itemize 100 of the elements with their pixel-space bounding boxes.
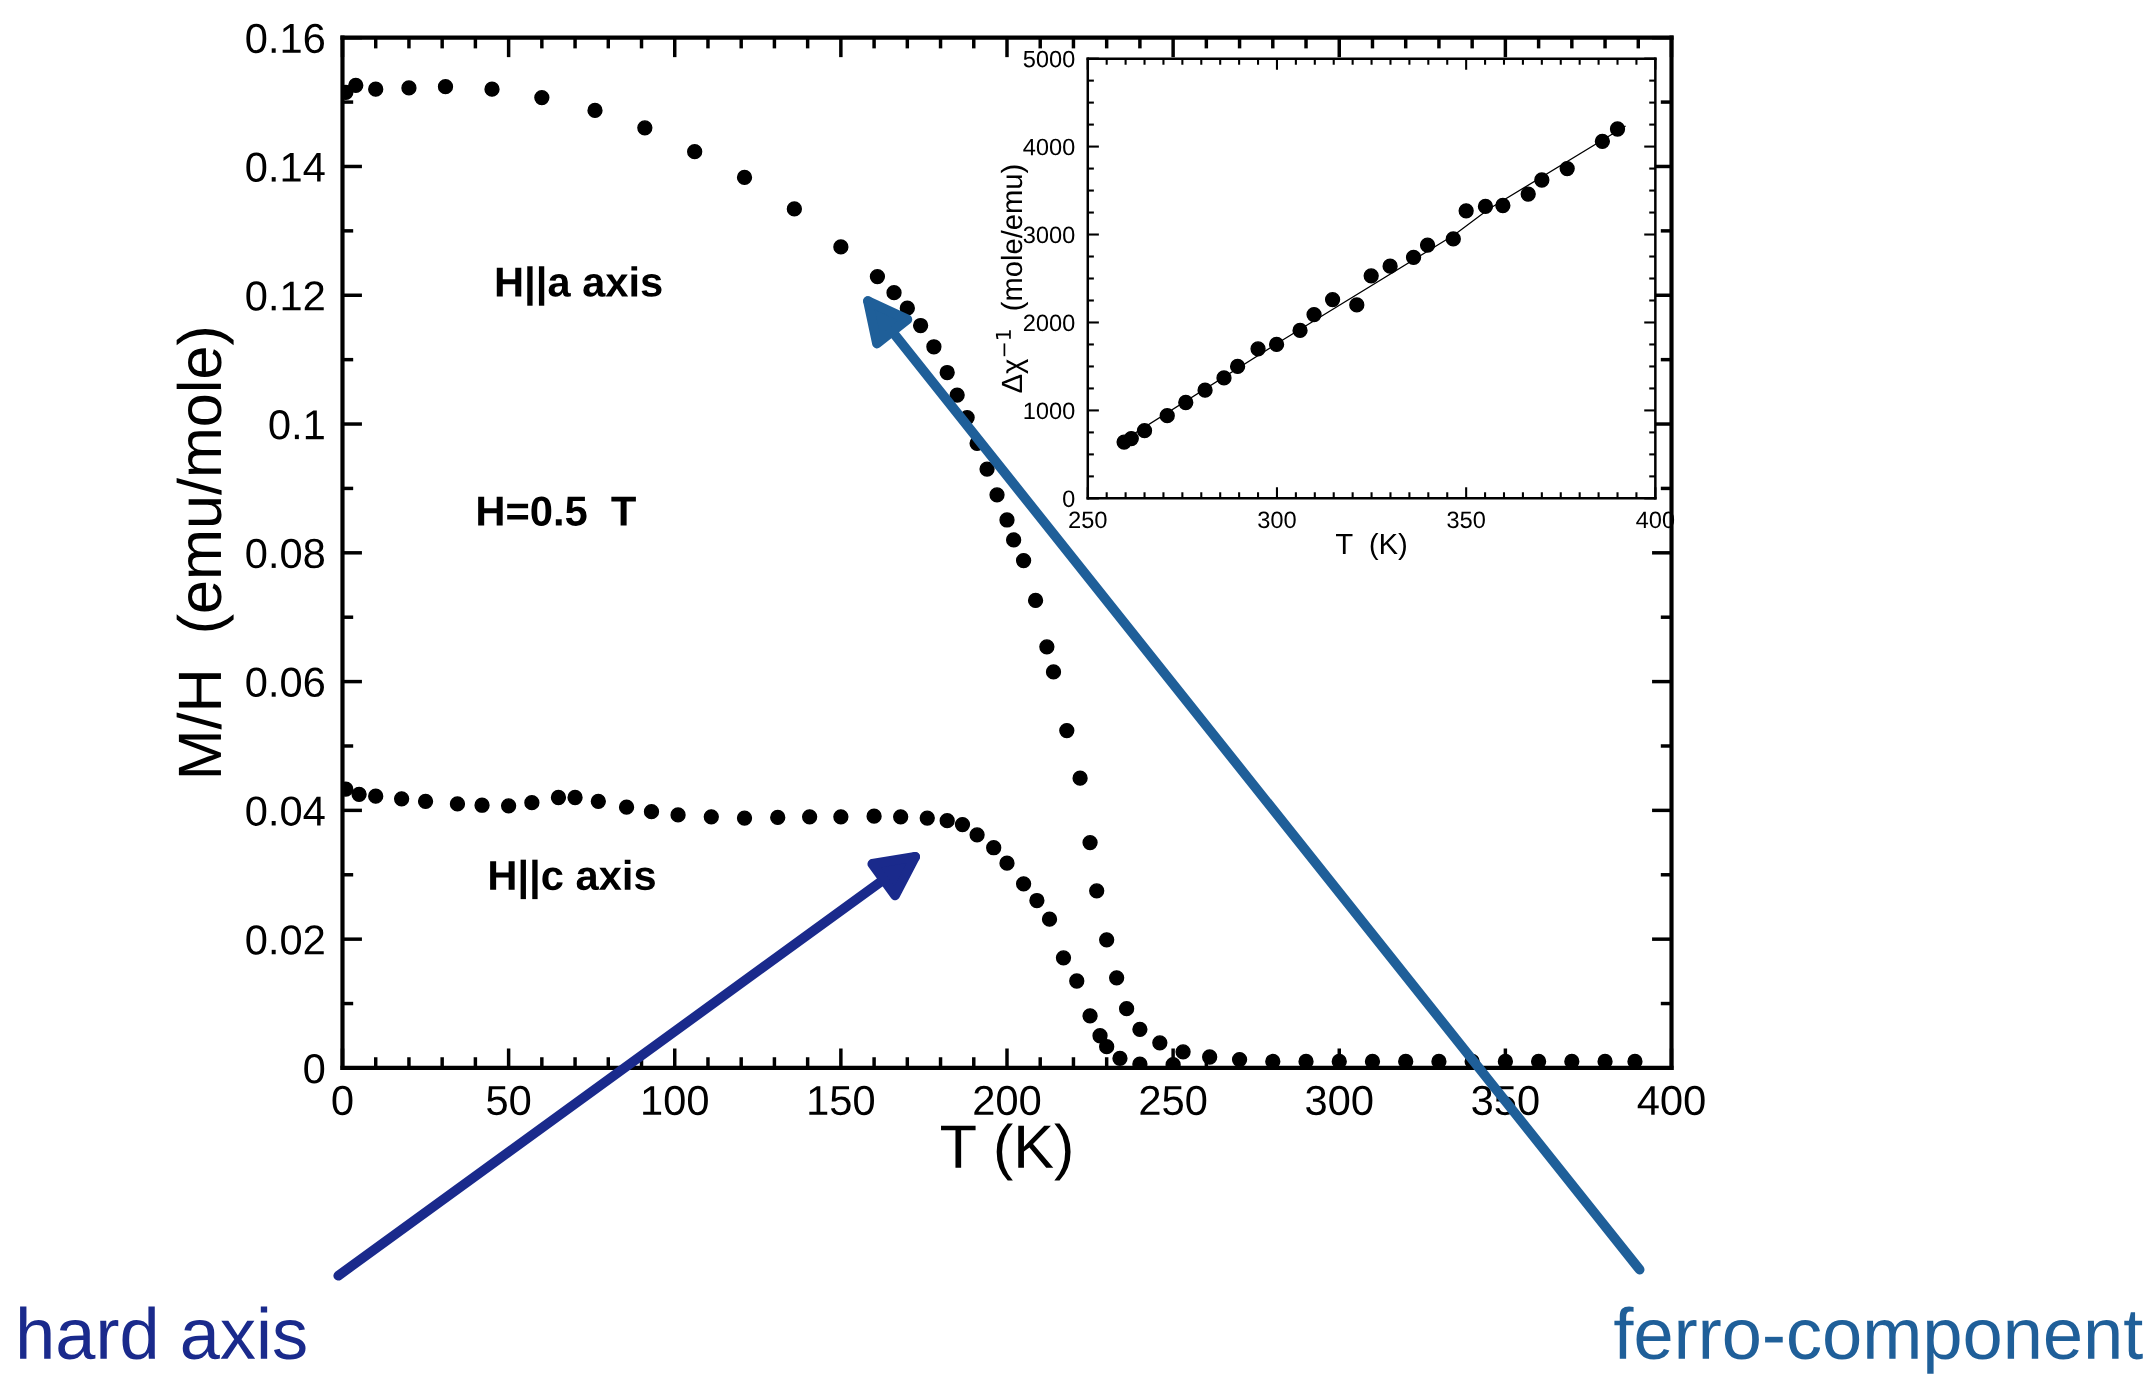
point [437,78,454,95]
y-tick-label: 0.08 [246,538,325,569]
text: hard axis [20,1306,306,1360]
point [1055,950,1072,966]
point [687,144,703,160]
point [770,809,786,826]
point [1349,297,1365,313]
point [590,793,606,810]
y-tick-label: 0.04 [246,796,325,826]
point [1136,423,1153,439]
point [999,855,1015,871]
point [703,809,719,825]
point [368,788,384,804]
y-tick-label: 0 [304,1053,325,1084]
point [393,791,410,807]
x-axis-title: T (K) [941,1123,1071,1181]
point [1497,1053,1514,1068]
point [949,387,965,403]
point [1108,970,1125,986]
point [1382,258,1398,274]
point [524,795,540,811]
point [986,840,1002,856]
y-tick-label: 0 [1063,490,1075,508]
series-label: H||c axis [490,859,655,900]
x-tick-label: 300 [1258,511,1296,529]
point [1041,911,1058,927]
point [801,809,818,825]
y-tick-label: 1000 [1024,402,1075,420]
point [1202,1049,1218,1065]
point [926,339,942,355]
y-axis-title: M/H (emu/mole) [176,329,234,776]
point [1324,291,1341,308]
point [567,789,583,806]
x-tick-label: 0 [332,1085,353,1116]
y-tick-label: 0.16 [246,23,324,54]
point [1265,1053,1281,1068]
point [1229,358,1246,375]
point [736,169,753,186]
point [1082,1008,1098,1024]
point [1015,552,1032,569]
point [1431,1053,1447,1068]
point [401,80,417,96]
point [939,813,955,829]
point [1268,336,1285,353]
point [1175,1044,1191,1060]
text: ferro-component [1614,1306,2143,1374]
x-tick-label: 300 [1306,1085,1373,1116]
y-tick-label: 0.14 [246,152,325,182]
point [368,81,384,97]
x-axis-title: T (K) [1336,532,1406,561]
point [474,797,490,813]
point [869,268,886,285]
point [1069,973,1085,989]
y-tick-label: 0.1 [269,410,324,440]
point [999,512,1015,528]
point [1398,1053,1414,1068]
point [1027,592,1044,609]
y-tick-label: 0.06 [246,667,324,698]
x-tick-label: 250 [1140,1085,1207,1116]
point [939,364,955,381]
point [1298,1053,1314,1068]
point [1045,664,1062,680]
x-tick-label: 350 [1447,511,1485,529]
point [1477,198,1494,215]
point [1231,1051,1248,1068]
x-tick-label: 400 [1637,1085,1705,1116]
point [1363,268,1379,284]
point [833,239,849,255]
point [1072,770,1088,786]
point [1082,834,1098,851]
point [1250,341,1266,357]
point [886,285,902,301]
point [643,804,660,820]
point [893,809,909,825]
point [1112,1050,1128,1066]
x-tick-label: 50 [487,1085,531,1116]
point [637,120,653,136]
point [618,799,635,815]
y-tick-label: 0.12 [246,281,324,311]
annotation: H=0.5 T [478,496,636,526]
point [954,816,971,833]
point [1118,1001,1135,1017]
point [1029,892,1045,909]
point [1331,1053,1347,1068]
point [1099,1039,1115,1055]
point [866,808,882,824]
point [736,810,753,826]
point [786,201,802,217]
point [833,809,849,825]
point [919,810,935,826]
point [979,461,995,477]
point [1152,1035,1168,1051]
point [1520,186,1536,202]
point [670,807,686,823]
point [534,89,550,106]
point [1039,639,1055,655]
point [417,793,434,810]
y-tick-label: 0.02 [246,925,324,955]
point [1059,722,1075,739]
point [1530,1053,1547,1068]
